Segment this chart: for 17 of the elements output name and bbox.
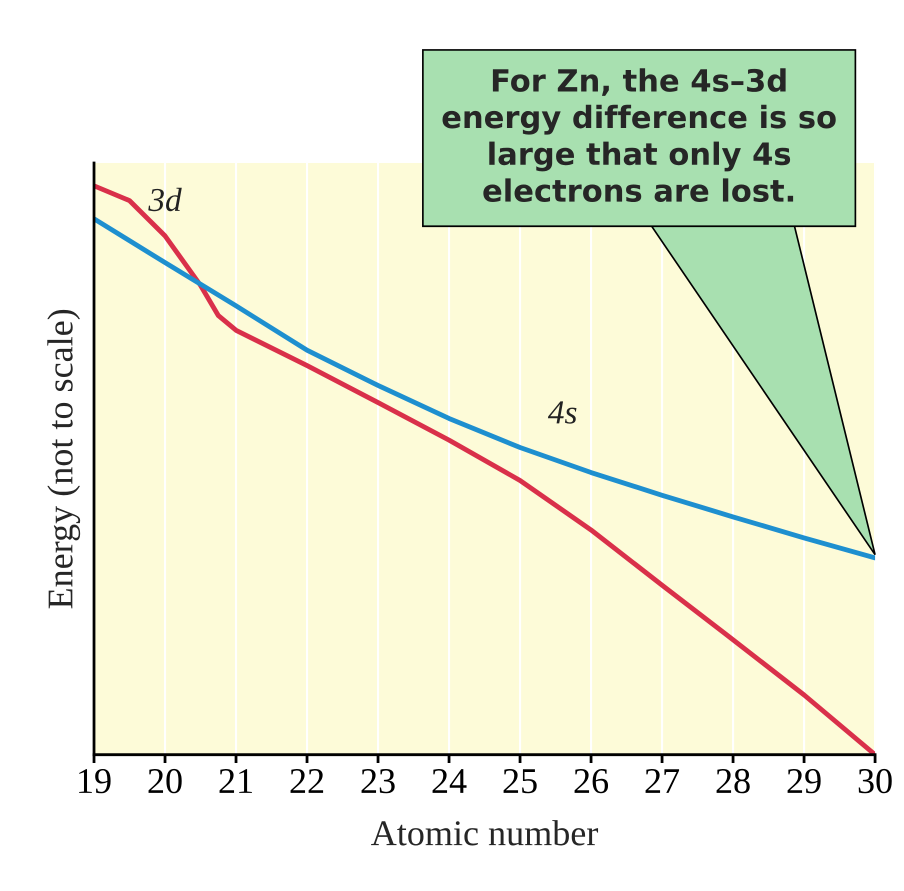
x-tick-label: 23 bbox=[362, 769, 395, 794]
x-tick-label: 19 bbox=[79, 769, 111, 794]
x-tick-label: 22 bbox=[290, 769, 324, 793]
y-axis-title: Energy (not to scale) bbox=[47, 310, 80, 608]
x-tick-label: 21 bbox=[220, 769, 252, 793]
x-tick-label: 28 bbox=[716, 768, 750, 794]
x-tick-label: 26 bbox=[574, 769, 608, 794]
series-label: 4s bbox=[548, 401, 576, 424]
x-tick-label: 30 bbox=[858, 768, 892, 794]
x-tick-label: 24 bbox=[432, 769, 467, 793]
x-tick-label: 25 bbox=[504, 769, 537, 794]
x-tick-label: 29 bbox=[788, 769, 821, 794]
series-label: 3d bbox=[148, 188, 182, 212]
x-axis-title: Atomic number bbox=[371, 820, 598, 846]
x-tick-label: 20 bbox=[148, 768, 182, 794]
annotation: For Zn, the 4s–3d energy difference is so large that only 4s electrons are lost. bbox=[442, 68, 836, 202]
x-tick-label: 27 bbox=[646, 769, 680, 793]
